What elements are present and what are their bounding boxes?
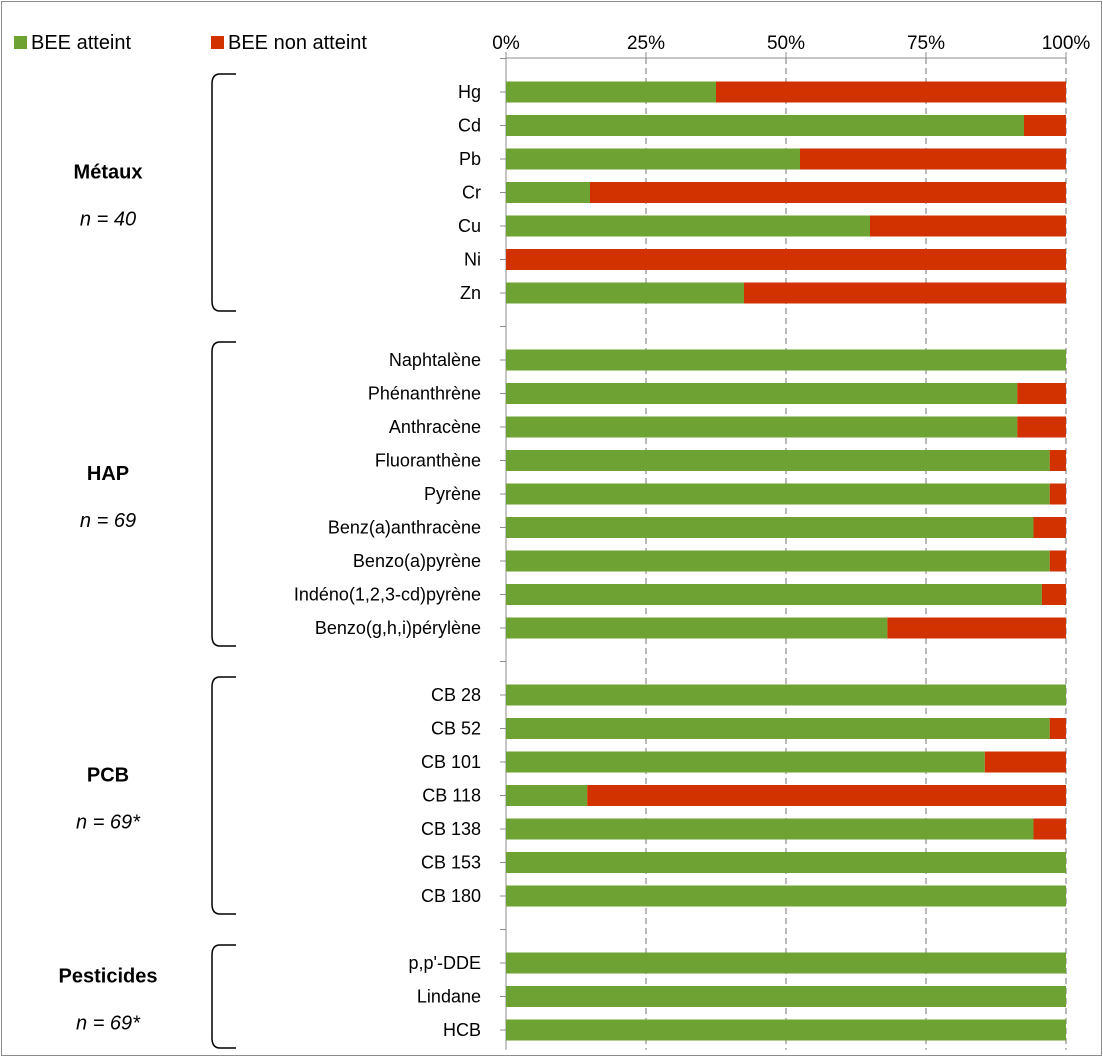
group-bracket (211, 341, 236, 647)
category-label: Fluoranthène (375, 451, 481, 471)
bar-atteint (506, 684, 1066, 706)
bar-atteint (506, 450, 1050, 471)
category-label: CB 138 (421, 819, 481, 839)
category-label: CB 28 (431, 685, 481, 705)
bar-non-atteint (1049, 550, 1066, 572)
category-label: CB 52 (431, 719, 481, 739)
legend-label-non-atteint: BEE non atteint (228, 32, 367, 54)
bar-atteint (506, 584, 1042, 605)
legend-swatch-atteint (14, 36, 27, 49)
bar-atteint (506, 81, 716, 103)
bar-atteint (506, 751, 985, 773)
category-label: CB 118 (422, 786, 481, 806)
bar-non-atteint (744, 282, 1066, 304)
legend-swatch-non-atteint (211, 36, 224, 49)
group-n-label: n = 69* (76, 1013, 141, 1035)
category-label: Cd (458, 116, 481, 136)
category-label: HCB (443, 1020, 481, 1040)
bar-atteint (506, 115, 1024, 136)
bar-atteint (506, 483, 1050, 505)
bar-atteint (506, 416, 1018, 438)
x-tick-label: 25% (627, 33, 665, 54)
category-label: Lindane (417, 987, 481, 1007)
bar-non-atteint (870, 215, 1066, 237)
x-tick-label: 75% (907, 33, 945, 54)
bar-non-atteint (590, 182, 1066, 203)
category-label: p,p'-DDE (409, 953, 481, 973)
group-title: PCB (87, 765, 129, 787)
category-label: Pb (459, 149, 481, 169)
x-tick-label: 100% (1042, 33, 1091, 54)
bar-non-atteint (1049, 718, 1066, 739)
bar-atteint (506, 550, 1050, 572)
bar-atteint (506, 1019, 1066, 1041)
group-title: HAP (87, 463, 129, 485)
bar-non-atteint (1041, 584, 1066, 605)
category-label: Benzo(g,h,i)pérylène (315, 618, 481, 638)
bar-atteint (506, 785, 588, 806)
category-label: CB 180 (421, 886, 481, 906)
category-label: CB 101 (421, 752, 481, 772)
bar-non-atteint (587, 785, 1066, 806)
x-tick-label: 50% (767, 33, 805, 54)
group-bracket (211, 73, 236, 312)
bar-non-atteint (1033, 818, 1066, 840)
category-label: Anthracène (389, 417, 481, 437)
bar-non-atteint (1049, 483, 1066, 505)
category-label: Cu (458, 216, 481, 236)
category-label: CB 153 (421, 853, 481, 873)
x-tick-label: 0% (492, 33, 520, 54)
legend-label-atteint: BEE atteint (31, 32, 132, 54)
bar-non-atteint (1017, 383, 1066, 404)
category-label: Naphtalène (389, 350, 481, 370)
bar-non-atteint (887, 617, 1066, 639)
bar-atteint (506, 517, 1034, 538)
category-label: Ni (464, 250, 481, 270)
bar-atteint (506, 718, 1050, 739)
bar-non-atteint (716, 81, 1066, 103)
bar-non-atteint (506, 249, 1066, 270)
category-label: Phénanthrène (368, 384, 481, 404)
bar-non-atteint (1017, 416, 1066, 438)
bar-non-atteint (1024, 115, 1066, 136)
bar-non-atteint (800, 148, 1066, 170)
category-label: Benzo(a)pyrène (353, 551, 481, 571)
bar-atteint (506, 986, 1066, 1007)
bar-atteint (506, 148, 800, 170)
bar-atteint (506, 885, 1066, 907)
group-bracket (211, 944, 236, 1049)
bar-atteint (506, 952, 1066, 974)
bar-atteint (506, 852, 1066, 873)
bar-atteint (506, 182, 590, 203)
bar-atteint (506, 617, 888, 639)
group-n-label: n = 40 (80, 209, 136, 231)
group-bracket (211, 676, 236, 915)
category-label: Hg (458, 82, 481, 102)
group-title: Métaux (74, 162, 143, 184)
bar-atteint (506, 383, 1018, 404)
bar-non-atteint (1033, 517, 1066, 538)
group-title: Pesticides (59, 966, 158, 988)
bar-atteint (506, 282, 744, 304)
bar-atteint (506, 215, 870, 237)
group-n-label: n = 69* (76, 812, 141, 834)
bar-atteint (506, 818, 1034, 840)
category-label: Zn (460, 283, 481, 303)
category-label: Benz(a)anthracène (328, 518, 481, 538)
bar-non-atteint (984, 751, 1066, 773)
category-label: Pyrène (424, 484, 481, 504)
bar-non-atteint (1049, 450, 1066, 471)
category-label: Indéno(1,2,3-cd)pyrène (294, 585, 481, 605)
category-label: Cr (462, 183, 481, 203)
group-n-label: n = 69 (80, 510, 136, 532)
bar-atteint (506, 349, 1066, 371)
